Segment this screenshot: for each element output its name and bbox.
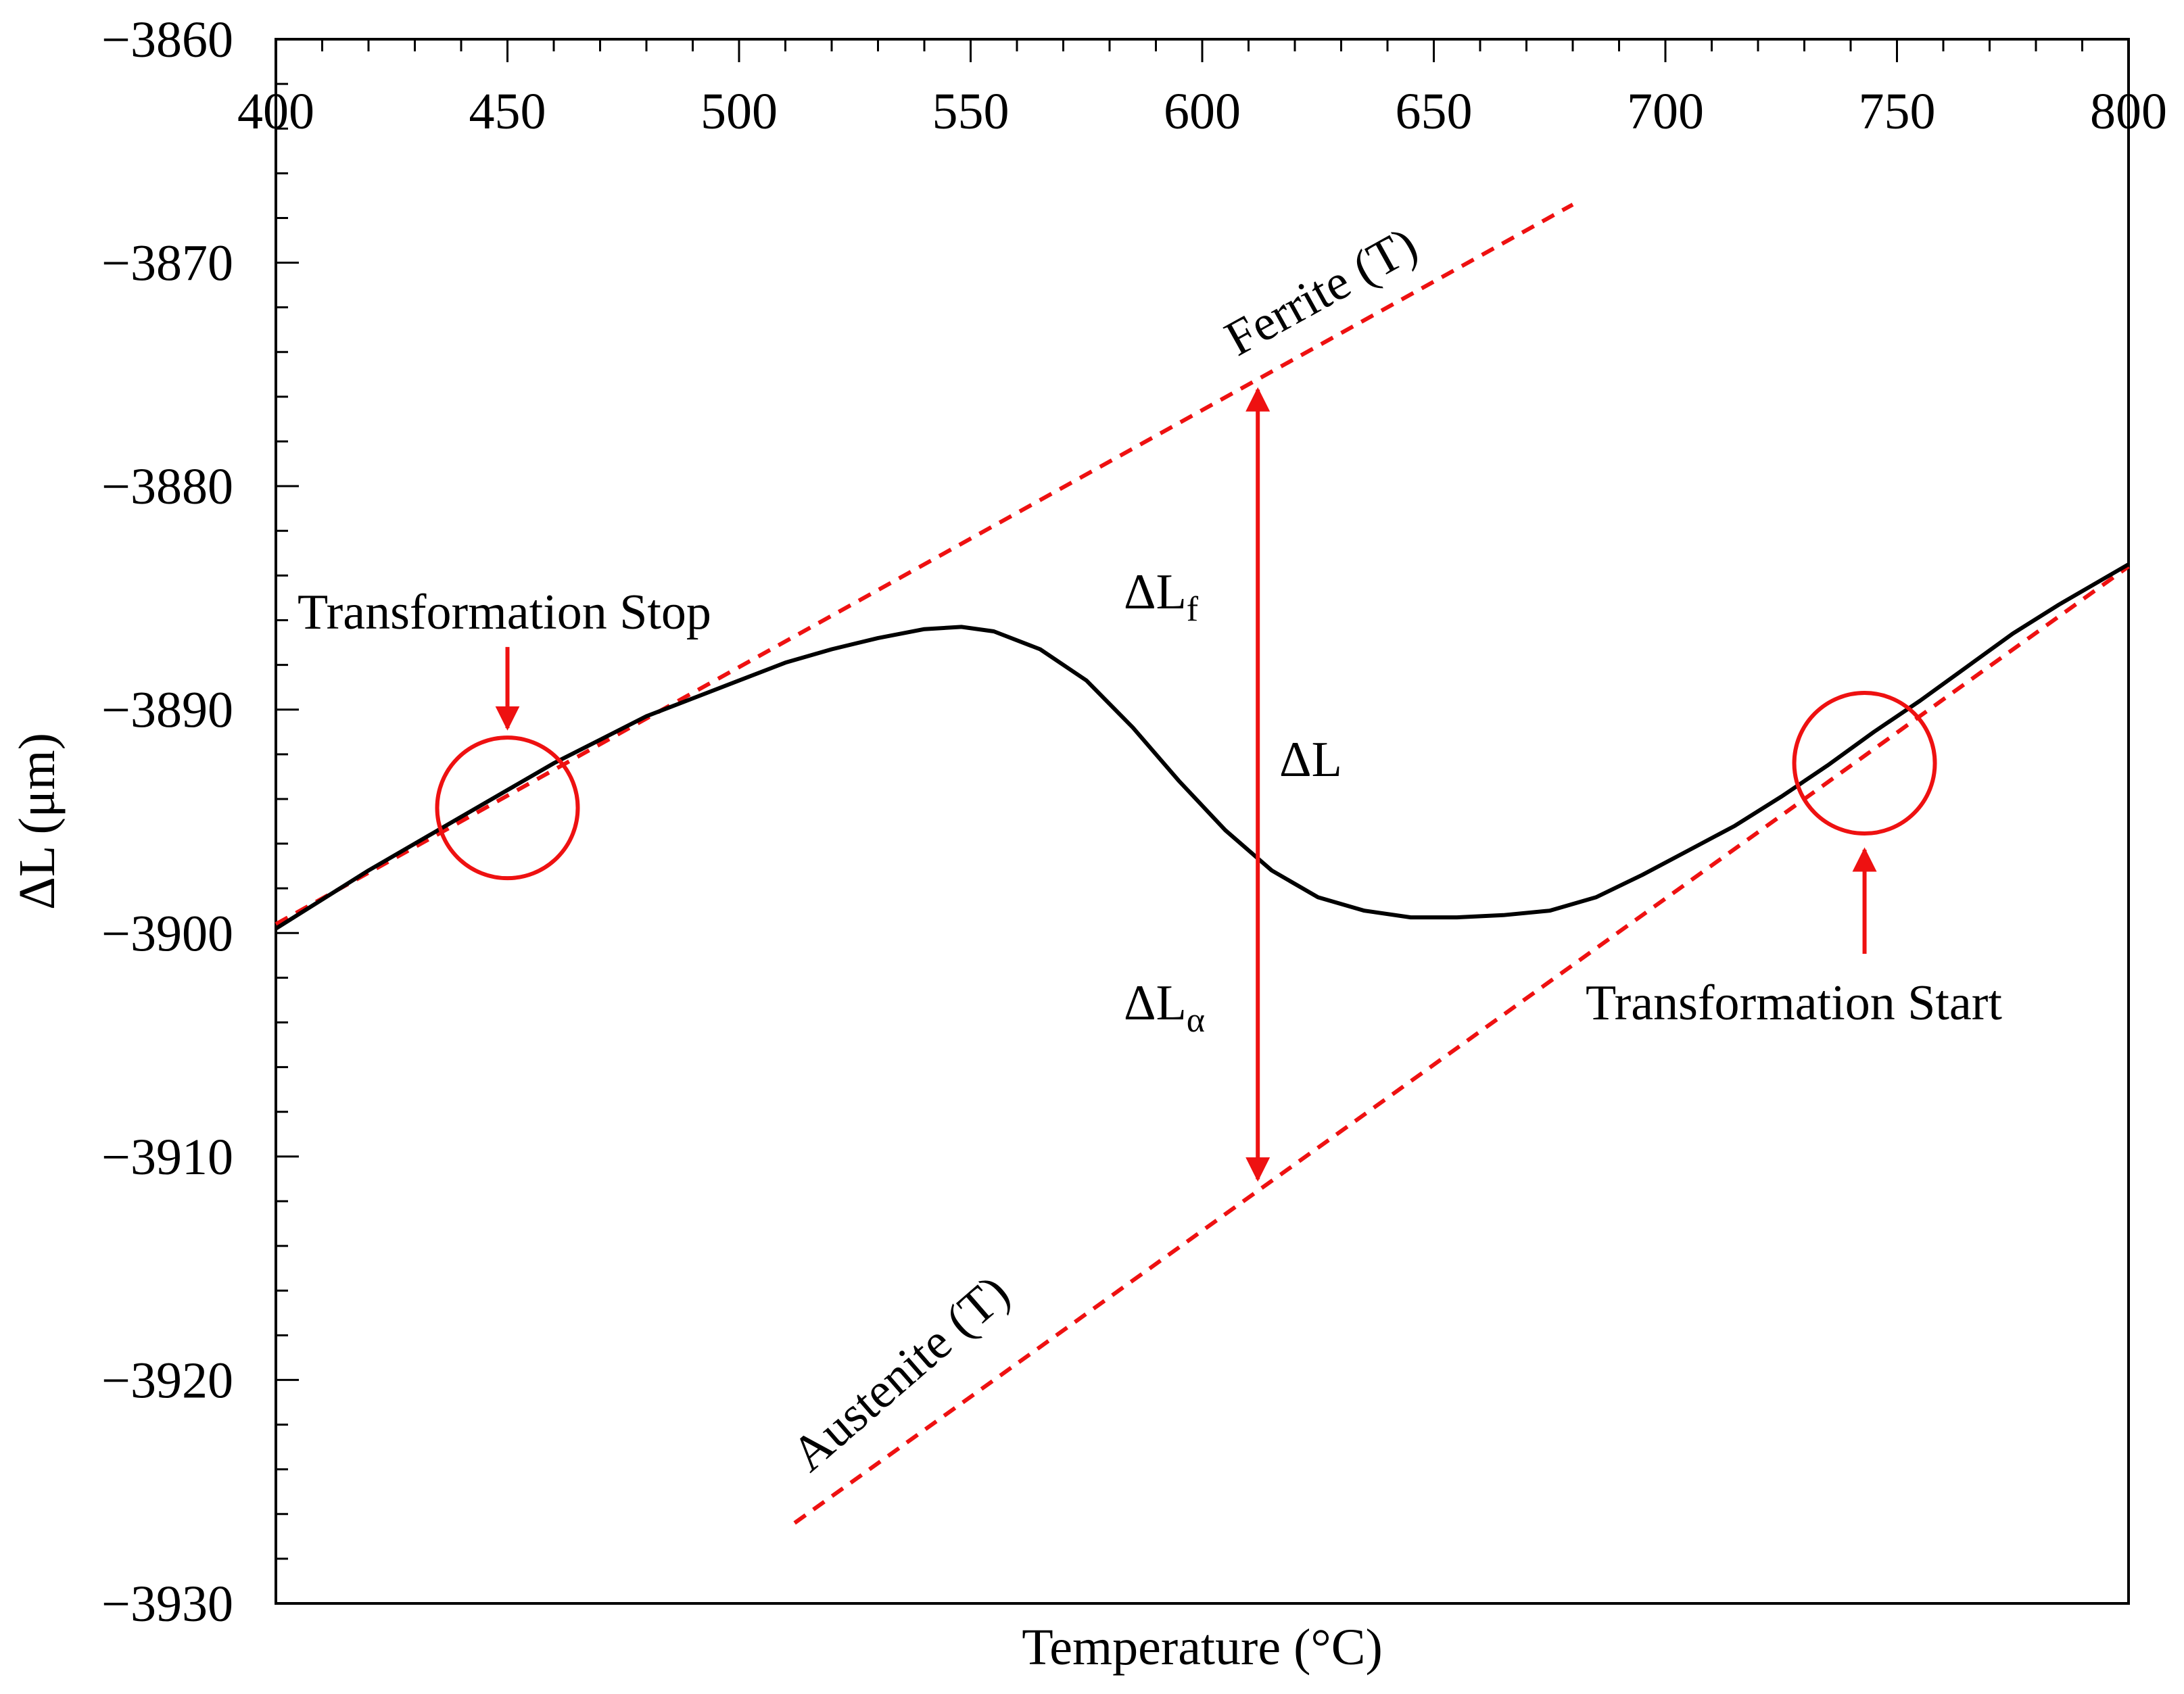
x-tick-label: 600 — [1164, 83, 1241, 140]
transformation-stop-circle — [435, 735, 580, 881]
austenite-reference-line — [793, 564, 2130, 1525]
y-tick-label: −3860 — [101, 11, 233, 68]
x-axis-ticks: 400 450 500 550 600 650 700 750 800 — [237, 39, 2167, 140]
delta-l-alpha-main: ΔL — [1124, 975, 1187, 1031]
delta-l-alpha-label: ΔLα — [1124, 975, 1205, 1040]
y-tick-label: −3910 — [101, 1129, 233, 1186]
y-tick-label: −3890 — [101, 682, 233, 739]
y-tick-label: −3930 — [101, 1576, 233, 1632]
y-tick-label: −3880 — [101, 458, 233, 515]
x-tick-label: 800 — [2090, 83, 2167, 140]
x-axis-title: Temperature (°C) — [1022, 1619, 1383, 1676]
plot-frame — [275, 38, 2130, 1605]
x-tick-label: 500 — [701, 83, 778, 140]
ferrite-curve-label: Ferrite (T) — [1216, 217, 1426, 367]
delta-l-ferrite-label: ΔLf — [1124, 564, 1199, 629]
x-tick-label: 700 — [1627, 83, 1704, 140]
ferrite-reference-line — [275, 202, 1574, 926]
y-axis-title: ΔL (μm) — [9, 733, 66, 910]
y-tick-label: −3870 — [101, 235, 233, 292]
x-tick-label: 450 — [469, 83, 546, 140]
austenite-curve-label: Austenite (T) — [781, 1265, 1020, 1482]
x-tick-label: 400 — [237, 83, 314, 140]
transformation-stop-label: Transformation Stop — [298, 585, 711, 640]
delta-l-ferrite-subscript: f — [1187, 590, 1199, 629]
x-tick-label: 650 — [1396, 83, 1473, 140]
delta-l-label: ΔL — [1279, 732, 1342, 788]
delta-l-ferrite-main: ΔL — [1124, 564, 1187, 620]
transformation-start-label: Transformation Start — [1586, 975, 2002, 1031]
delta-l-alpha-subscript: α — [1187, 1001, 1205, 1040]
transformation-start-circle — [1792, 691, 1937, 836]
y-tick-label: −3920 — [101, 1352, 233, 1409]
x-tick-label: 750 — [1859, 83, 1936, 140]
y-tick-label: −3900 — [101, 905, 233, 962]
y-axis-ticks: −3860 −3870 −3880 −3890 −3900 −3910 −3920 −3930 — [101, 11, 299, 1632]
x-tick-label: 550 — [932, 83, 1010, 140]
dilatation-curve — [275, 562, 2130, 931]
